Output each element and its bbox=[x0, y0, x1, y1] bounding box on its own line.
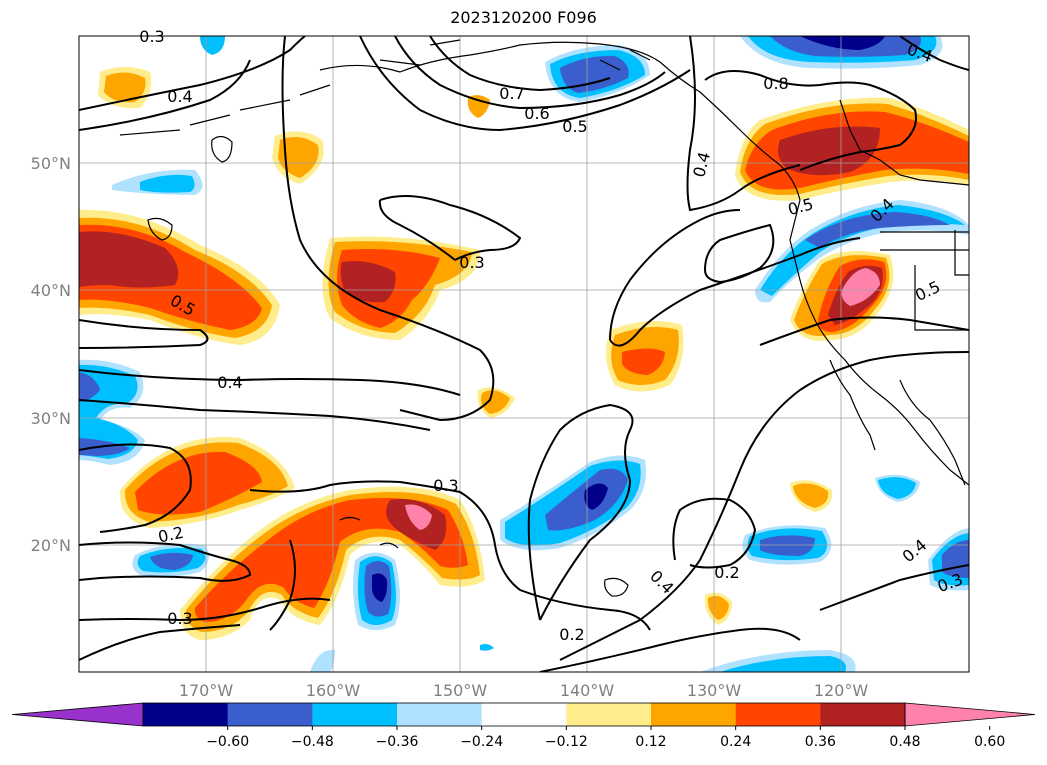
colorbar-segment bbox=[143, 703, 229, 726]
colorbar-tick-label: −0.12 bbox=[545, 734, 588, 750]
colorbar-segment bbox=[651, 703, 737, 726]
lon-label: 140°W bbox=[560, 681, 615, 700]
lon-label: 170°W bbox=[179, 681, 234, 700]
colorbar-segment bbox=[397, 703, 483, 726]
shaded-anomaly-fields bbox=[79, 36, 969, 672]
contour-lines bbox=[79, 36, 969, 672]
contour-label: 0.4 bbox=[689, 150, 714, 180]
contour-label: 0.4 bbox=[217, 373, 242, 392]
positive-anomaly-blobs bbox=[79, 67, 969, 640]
latitude-labels: 50°N 40°N 30°N 20°N bbox=[31, 154, 71, 555]
colorbar-tick-label: 0.24 bbox=[720, 734, 751, 750]
contour-label: 0.2 bbox=[156, 523, 185, 547]
lat-label: 30°N bbox=[31, 409, 71, 428]
contour-label: 0.3 bbox=[167, 609, 192, 628]
contour-label: 0.3 bbox=[139, 27, 164, 46]
colorbar-segment bbox=[735, 703, 821, 726]
lat-label: 20°N bbox=[31, 536, 71, 555]
colorbar-tick-label: 0.48 bbox=[889, 734, 920, 750]
colorbar-extend-max bbox=[904, 702, 1036, 727]
lon-label: 150°W bbox=[433, 681, 488, 700]
colorbar-tick-label: 0.60 bbox=[974, 734, 1005, 750]
map-title: 2023120200 F096 bbox=[450, 8, 597, 27]
colorbar-tick-label: 0.12 bbox=[635, 734, 666, 750]
colorbar-tick-label: −0.24 bbox=[460, 734, 503, 750]
colorbar-tick-label: −0.60 bbox=[206, 734, 249, 750]
lon-label: 120°W bbox=[814, 681, 869, 700]
colorbar-segment bbox=[820, 703, 906, 726]
contour-label: 0.4 bbox=[167, 87, 192, 106]
colorbar-segment bbox=[227, 703, 313, 726]
colorbar-outline bbox=[142, 702, 906, 727]
lon-label: 130°W bbox=[687, 681, 742, 700]
lat-label: 40°N bbox=[31, 281, 71, 300]
contour-label: 0.3 bbox=[433, 476, 458, 495]
colorbar-tick-label: −0.36 bbox=[376, 734, 419, 750]
colorbar-segment bbox=[481, 703, 567, 726]
lon-label: 160°W bbox=[306, 681, 361, 700]
contour-label: 0.8 bbox=[763, 74, 788, 93]
contour-label: 0.4 bbox=[899, 535, 931, 566]
map-frame bbox=[78, 35, 970, 673]
contour-label: 0.7 bbox=[499, 84, 524, 103]
colorbar-segment bbox=[566, 703, 652, 726]
colorbar-extend-min bbox=[11, 702, 144, 727]
contour-label: 0.6 bbox=[524, 104, 549, 123]
colorbar-tick-label: −0.48 bbox=[291, 734, 334, 750]
contour-label: 0.5 bbox=[562, 117, 587, 136]
lat-label: 50°N bbox=[31, 154, 71, 173]
contour-label: 0.3 bbox=[459, 253, 484, 272]
contour-label: 0.2 bbox=[714, 563, 739, 582]
contour-label: 0.5 bbox=[912, 277, 943, 305]
colorbar-segment bbox=[312, 703, 398, 726]
colorbar: −0.60 −0.48 −0.36 −0.24 −0.12 0.12 0.24 0.36 0.4… bbox=[11, 702, 1036, 750]
contour-label: 0.2 bbox=[559, 625, 584, 644]
colorbar-tick-label: 0.36 bbox=[805, 734, 836, 750]
longitude-labels: 170°W 160°W 150°W 140°W 130°W 120°W bbox=[179, 681, 869, 700]
